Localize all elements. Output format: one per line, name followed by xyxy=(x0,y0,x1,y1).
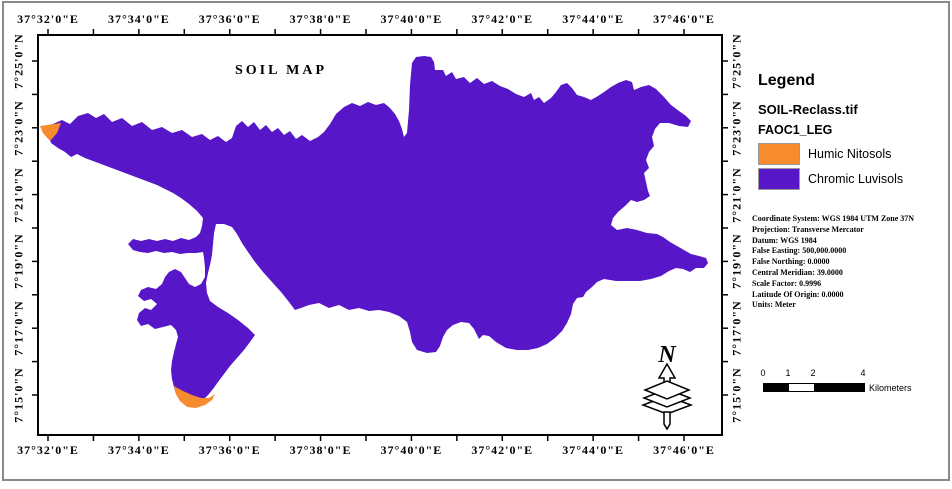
coordinate-system-line: False Easting: 500,000.0000 xyxy=(752,246,847,256)
legend-item: Chromic Luvisols xyxy=(758,168,948,190)
longitude-label: 37°40'0"E xyxy=(380,12,443,26)
longitude-label: 37°38'0"E xyxy=(289,443,352,457)
longitude-label: 37°44'0"E xyxy=(562,12,625,26)
map-title: SOIL MAP xyxy=(234,63,328,78)
latitude-label: 7°23'0"N xyxy=(11,100,26,156)
longitude-label: 37°46'0"E xyxy=(653,443,715,457)
scale-bar-segment xyxy=(789,384,814,391)
longitude-label: 37°32'0"E xyxy=(17,12,79,26)
latitude-label: 7°21'0"N xyxy=(729,166,744,223)
scale-bar-segment xyxy=(764,384,789,391)
latitude-label: 7°17'0"N xyxy=(729,300,744,356)
longitude-label: 37°36'0"E xyxy=(198,443,261,457)
map-frame xyxy=(37,34,723,436)
coordinate-system-line: Central Meridian: 39.0000 xyxy=(752,267,843,277)
coordinate-system-line: Coordinate System: WGS 1984 UTM Zone 37N xyxy=(752,214,915,223)
longitude-label: 37°40'0"E xyxy=(380,443,443,457)
longitude-label: 37°42'0"E xyxy=(471,12,534,26)
scale-bar-number: 4 xyxy=(860,368,866,378)
north-arrow-n-label: N xyxy=(657,342,677,368)
longitude-label: 37°42'0"E xyxy=(471,443,534,457)
legend-classes: Humic Nitosols Chromic Luvisols xyxy=(758,143,948,190)
latitude-label: 7°21'0"N xyxy=(11,166,26,223)
legend-heading: Legend xyxy=(758,72,815,89)
scale-bar-number: 2 xyxy=(810,368,816,378)
longitude-label: 37°38'0"E xyxy=(289,12,352,26)
coordinate-system-line: False Northing: 0.0000 xyxy=(752,257,830,267)
longitude-label: 37°44'0"E xyxy=(562,443,625,457)
latitude-label: 7°25'0"N xyxy=(729,33,744,89)
humic-nitosols-west-patch xyxy=(40,123,61,141)
north-arrow-icon: N xyxy=(640,342,694,431)
scale-bar-segment xyxy=(814,384,864,391)
scale-bar-unit-label: Kilometers xyxy=(869,383,912,393)
coordinate-system-line: Units: Meter xyxy=(752,300,796,310)
legend-item: Humic Nitosols xyxy=(758,143,948,165)
legend-field-name: FAOC1_LEG xyxy=(758,123,833,137)
coordinate-system-line: Scale Factor: 0.9996 xyxy=(752,278,822,288)
latitude-label: 7°15'0"N xyxy=(11,367,26,423)
longitude-label: 37°46'0"E xyxy=(653,12,715,26)
scale-bar-number: 1 xyxy=(785,368,791,378)
coordinate-system-info: Coordinate System: WGS 1984 UTM Zone 37N… xyxy=(752,214,948,311)
coordinate-system-line: Latitude Of Origin: 0.0000 xyxy=(752,289,844,299)
coordinate-system-line: Datum: WGS 1984 xyxy=(752,235,817,245)
latitude-label: 7°25'0"N xyxy=(11,33,26,89)
longitude-label: 37°34'0"E xyxy=(107,443,170,457)
chromic-luvisols-polygon xyxy=(46,56,708,405)
longitude-label: 37°32'0"E xyxy=(17,443,79,457)
latitude-label: 7°19'0"N xyxy=(11,233,26,290)
legend-swatch xyxy=(758,168,800,190)
latitude-label: 7°23'0"N xyxy=(729,100,744,156)
latitude-label: 7°15'0"N xyxy=(729,367,744,423)
longitude-label: 37°36'0"E xyxy=(198,12,261,26)
longitude-label: 37°34'0"E xyxy=(107,12,170,26)
latitude-label: 7°19'0"N xyxy=(729,233,744,290)
scale-bar-graphic xyxy=(763,383,865,392)
latitude-label: 7°17'0"N xyxy=(11,300,26,356)
legend-layer-name: SOIL-Reclass.tif xyxy=(758,102,858,117)
scale-bar-number: 0 xyxy=(760,368,766,378)
legend-item-label: Chromic Luvisols xyxy=(808,172,904,186)
humic-nitosols-south-patch xyxy=(174,386,215,408)
coordinate-system-line: Projection: Transverse Mercator xyxy=(752,224,864,234)
legend-item-label: Humic Nitosols xyxy=(808,147,892,161)
graticule-ticks xyxy=(32,29,728,441)
legend-panel: Legend SOIL-Reclass.tif FAOC1_LEG Humic … xyxy=(758,72,948,193)
legend-swatch xyxy=(758,143,800,165)
